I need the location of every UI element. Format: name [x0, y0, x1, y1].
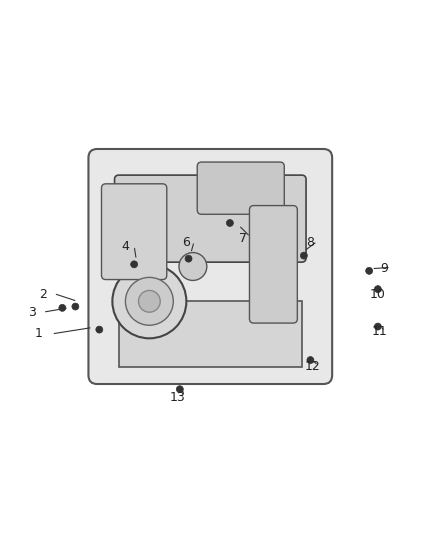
Bar — [119, 301, 302, 367]
Circle shape — [307, 357, 314, 364]
Text: 11: 11 — [372, 325, 388, 338]
Text: 10: 10 — [370, 288, 386, 301]
Circle shape — [374, 323, 381, 330]
Circle shape — [125, 277, 173, 325]
FancyBboxPatch shape — [115, 175, 306, 262]
Circle shape — [138, 290, 160, 312]
Circle shape — [131, 261, 138, 268]
Text: 6: 6 — [182, 236, 190, 249]
Text: 1: 1 — [35, 327, 42, 341]
Circle shape — [96, 326, 103, 333]
FancyBboxPatch shape — [102, 184, 167, 279]
FancyBboxPatch shape — [197, 162, 284, 214]
Circle shape — [374, 286, 381, 293]
Circle shape — [59, 304, 66, 311]
FancyBboxPatch shape — [88, 149, 332, 384]
Circle shape — [122, 235, 159, 272]
Text: 7: 7 — [239, 232, 247, 245]
Circle shape — [300, 252, 307, 259]
Text: 4: 4 — [121, 240, 129, 253]
Text: 13: 13 — [170, 391, 186, 403]
Circle shape — [72, 303, 79, 310]
Circle shape — [185, 255, 192, 262]
Text: 9: 9 — [381, 262, 389, 275]
Text: 12: 12 — [305, 360, 321, 373]
Text: 2: 2 — [39, 288, 47, 301]
Circle shape — [366, 268, 373, 274]
Circle shape — [226, 220, 233, 227]
Circle shape — [177, 386, 184, 393]
Circle shape — [113, 264, 186, 338]
Circle shape — [179, 253, 207, 280]
Text: 3: 3 — [28, 306, 36, 319]
FancyBboxPatch shape — [250, 206, 297, 323]
Text: 8: 8 — [307, 236, 314, 249]
